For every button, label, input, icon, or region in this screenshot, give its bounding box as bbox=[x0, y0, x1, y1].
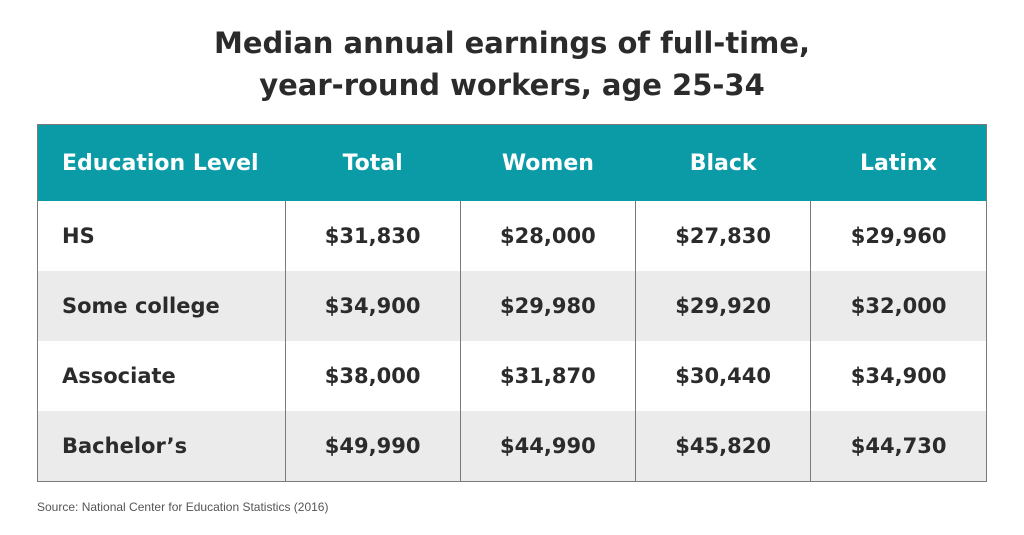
table-row: Associate $38,000 $31,870 $30,440 $34,90… bbox=[38, 341, 986, 411]
row-label: Associate bbox=[38, 341, 285, 411]
table-cell: $34,900 bbox=[284, 271, 461, 341]
chart-title-line-1: Median annual earnings of full-time, bbox=[213, 26, 811, 60]
row-label: Some college bbox=[38, 271, 285, 341]
header-black: Black bbox=[635, 125, 811, 201]
table-cell: $29,920 bbox=[634, 271, 811, 341]
table-cell: $44,990 bbox=[459, 411, 636, 481]
table-cell: $31,870 bbox=[459, 341, 636, 411]
table-cell: $29,960 bbox=[810, 201, 986, 271]
table-cell: $31,830 bbox=[284, 201, 461, 271]
table-cell: $45,820 bbox=[634, 411, 811, 481]
table-cell: $49,990 bbox=[284, 411, 461, 481]
table-cell: $29,980 bbox=[459, 271, 636, 341]
table-cell: $44,730 bbox=[810, 411, 986, 481]
table-cell: $34,900 bbox=[810, 341, 986, 411]
table-row: HS $31,830 $28,000 $27,830 $29,960 bbox=[38, 201, 986, 271]
header-women: Women bbox=[460, 125, 636, 201]
header-latinx: Latinx bbox=[810, 125, 986, 201]
chart-title: Median annual earnings of full-time, yea… bbox=[0, 22, 1024, 106]
table-cell: $38,000 bbox=[284, 341, 461, 411]
header-education-level: Education Level bbox=[38, 125, 285, 201]
earnings-table: Education Level Total Women Black Latinx… bbox=[37, 124, 987, 482]
chart-title-line-2: year-round workers, age 25-34 bbox=[259, 68, 765, 102]
table-cell: $27,830 bbox=[634, 201, 811, 271]
table-row: Some college $34,900 $29,980 $29,920 $32… bbox=[38, 271, 986, 341]
table-row: Bachelor’s $49,990 $44,990 $45,820 $44,7… bbox=[38, 411, 986, 481]
table-cell: $28,000 bbox=[459, 201, 636, 271]
source-note: Source: National Center for Education St… bbox=[37, 500, 329, 514]
table-cell: $32,000 bbox=[810, 271, 986, 341]
row-label: HS bbox=[38, 201, 285, 271]
table-cell: $30,440 bbox=[634, 341, 811, 411]
table-header-row: Education Level Total Women Black Latinx bbox=[38, 125, 986, 201]
row-label: Bachelor’s bbox=[38, 411, 285, 481]
header-total: Total bbox=[285, 125, 461, 201]
